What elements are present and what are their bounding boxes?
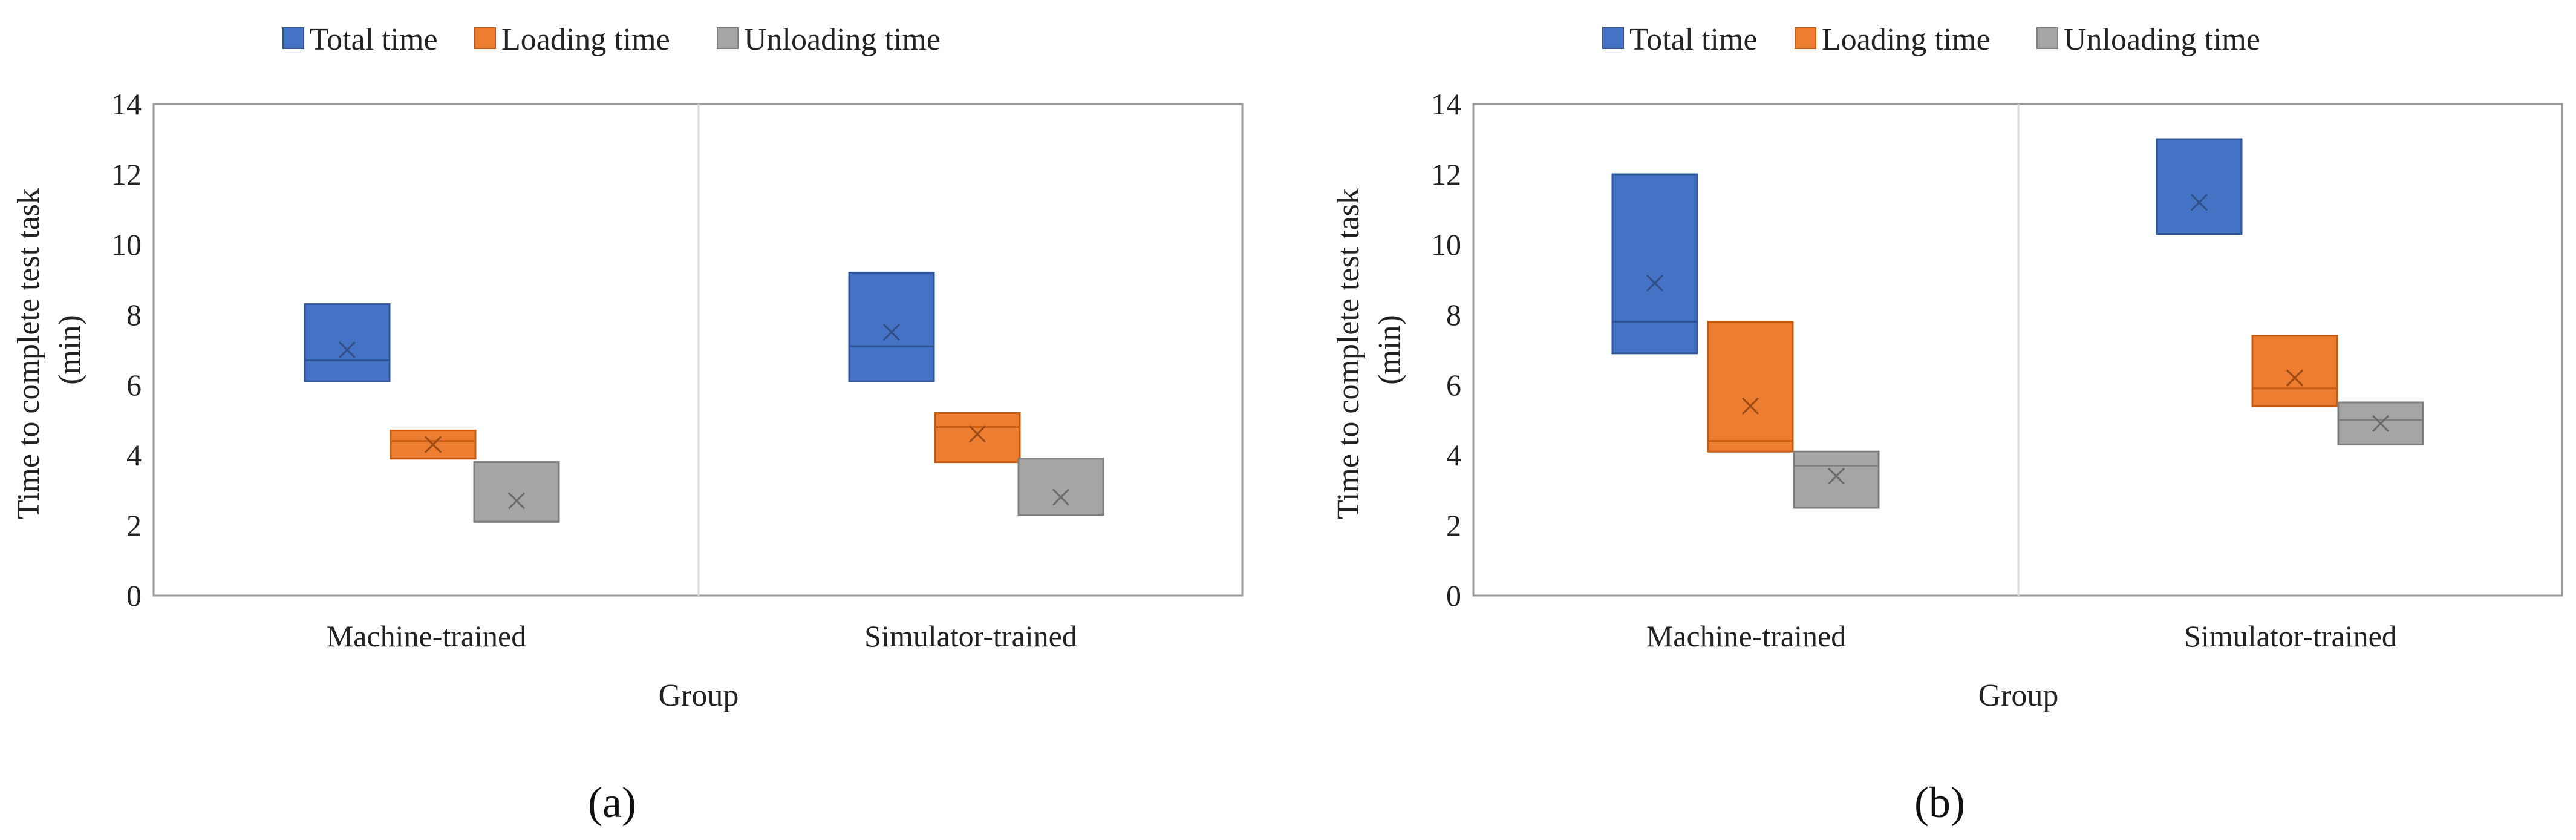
y-tick-label-14: 14: [1431, 87, 1461, 121]
y-tick-label-4: 4: [1446, 438, 1461, 472]
y-tick-label-4: 4: [126, 438, 142, 472]
box-unloading-time-machine-trained: [473, 461, 560, 523]
box-marks: [304, 271, 1104, 523]
mean-marker-loading-time-simulator-trained: [2286, 369, 2304, 387]
mean-marker-loading-time-simulator-trained: [968, 425, 986, 443]
y-tick-label-12: 12: [111, 157, 142, 191]
x-tick-label-simulator-trained: Simulator-trained: [2184, 619, 2397, 653]
panel-b: Total time Loading time Unloading time 0…: [1331, 22, 2563, 827]
legend-label-loading-time: Loading time: [1822, 22, 1991, 57]
y-axis-ticks: 0 2 4 6 8 10 12 14: [111, 87, 142, 612]
y-axis-ticks: 0 2 4 6 8 10 12 14: [1431, 87, 1461, 612]
x-tick-label-simulator-trained: Simulator-trained: [864, 619, 1077, 653]
panel-label-b: (b): [1914, 778, 1965, 827]
mean-marker-unloading-time-simulator-trained: [2372, 415, 2390, 432]
mean-marker-unloading-time-machine-trained: [507, 492, 526, 510]
y-tick-label-6: 6: [1446, 368, 1461, 402]
box-total-time-machine-trained: [1611, 173, 1698, 355]
y-tick-label-8: 8: [126, 298, 142, 332]
y-tick-label-2: 2: [1446, 508, 1461, 542]
legend-label-unloading-time: Unloading time: [2064, 22, 2260, 57]
legend-label-total-time: Total time: [1629, 22, 1758, 57]
panel-a: Total time Loading time Unloading time 0…: [11, 22, 1244, 827]
y-axis-title: Time to complete test task (min): [11, 180, 87, 519]
y-tick-label-2: 2: [126, 508, 142, 542]
legend-swatch-loading-time: [474, 27, 496, 49]
mean-marker-unloading-time-machine-trained: [1827, 467, 1845, 485]
y-axis-title-line-1: Time to complete test task: [1331, 188, 1366, 519]
y-axis-title-line-1: Time to complete test task: [11, 188, 46, 519]
box-total-time-simulator-trained: [848, 271, 935, 382]
legend-swatch-unloading-time: [2036, 27, 2058, 49]
x-tick-label-machine-trained: Machine-trained: [327, 619, 526, 653]
legend-swatch-total-time: [282, 27, 304, 49]
y-tick-label-14: 14: [111, 87, 142, 121]
x-axis-title: Group: [659, 678, 739, 713]
y-axis-title: Time to complete test task (min): [1331, 180, 1407, 519]
mean-marker-total-time-machine-trained: [338, 341, 356, 359]
y-axis-title-line-2: (min): [53, 315, 87, 385]
mean-marker-loading-time-machine-trained: [1741, 397, 1759, 415]
y-tick-label-12: 12: [1431, 157, 1461, 191]
box-unloading-time-simulator-trained: [1017, 458, 1104, 516]
box-loading-time-machine-trained: [1707, 321, 1794, 453]
mean-marker-total-time-machine-trained: [1646, 274, 1664, 292]
panel-label-a: (a): [588, 778, 636, 827]
x-axis-title: Group: [1978, 678, 2059, 713]
legend-label-loading-time: Loading time: [501, 22, 670, 57]
legend: Total time Loading time Unloading time: [1602, 22, 2260, 57]
mean-marker-total-time-simulator-trained: [2190, 194, 2208, 211]
mean-marker-loading-time-machine-trained: [424, 436, 442, 453]
legend-label-total-time: Total time: [310, 22, 438, 57]
legend-swatch-unloading-time: [717, 27, 739, 49]
box-loading-time-simulator-trained: [2251, 335, 2338, 407]
y-tick-label-6: 6: [126, 368, 142, 402]
x-tick-label-machine-trained: Machine-trained: [1646, 619, 1846, 653]
y-tick-label-10: 10: [1431, 228, 1461, 261]
box-loading-time-simulator-trained: [934, 412, 1021, 464]
box-total-time-machine-trained: [304, 303, 391, 382]
legend-label-unloading-time: Unloading time: [744, 22, 941, 57]
y-tick-label-10: 10: [111, 228, 142, 261]
y-tick-label-0: 0: [126, 579, 142, 612]
y-tick-label-0: 0: [1446, 579, 1461, 612]
y-tick-label-8: 8: [1446, 298, 1461, 332]
box-marks: [1611, 138, 2424, 509]
box-total-time-simulator-trained: [2156, 138, 2243, 235]
legend-swatch-loading-time: [1795, 27, 1816, 49]
legend-swatch-total-time: [1602, 27, 1624, 49]
legend: Total time Loading time Unloading time: [282, 22, 941, 57]
mean-marker-unloading-time-simulator-trained: [1052, 488, 1070, 506]
mean-marker-total-time-simulator-trained: [882, 323, 901, 341]
y-axis-title-line-2: (min): [1372, 315, 1407, 385]
box-unloading-time-machine-trained: [1793, 450, 1880, 509]
